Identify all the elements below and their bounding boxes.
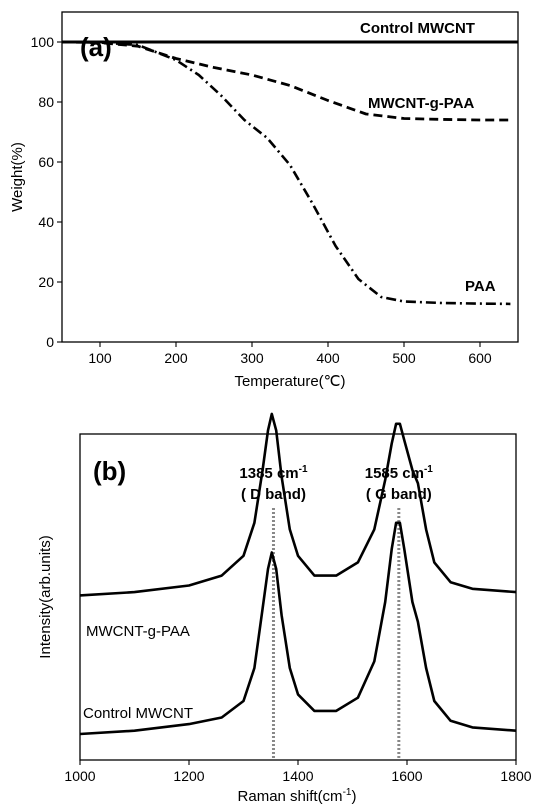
- raman-x-tick-label: 1200: [173, 768, 204, 784]
- tga-plot-frame: [61, 11, 519, 343]
- tga-y-tick-label: 60: [38, 154, 54, 170]
- raman-band-name: ( D band): [241, 486, 306, 503]
- tga-series: [61, 40, 518, 306]
- raman-x-ticks: 1000 1200 1400 1600 1800: [64, 760, 532, 784]
- tga-x-tick-label: 600: [468, 350, 492, 366]
- raman-series: [79, 412, 517, 736]
- tga-line-mwcnt-g-paa: [61, 40, 511, 122]
- tga-panel: 100 200 300 400 500 600 0 20 40 60 80 100 (a) Cont…: [9, 11, 519, 390]
- raman-x-tick-label: 1800: [500, 768, 531, 784]
- tga-label-mwcnt-g-paa: MWCNT-g-PAA: [368, 95, 475, 112]
- tga-x-ticks: 100 200 300 400 500 600: [88, 342, 492, 366]
- tga-y-tick-label: 0: [46, 334, 54, 350]
- tga-label-paa: PAA: [465, 278, 496, 295]
- tga-x-tick-label: 500: [392, 350, 416, 366]
- raman-x-axis-title: Raman shift(cm-1): [238, 787, 357, 805]
- tga-panel-tag: (a): [80, 32, 112, 62]
- raman-band-markers: 1385 cm-1( D band)1585 cm-1( G band): [239, 464, 433, 760]
- raman-y-axis-title: Intensity(arb.units): [37, 535, 54, 658]
- raman-x-axis-title-sup: -1: [343, 787, 352, 798]
- tga-x-tick-label: 400: [316, 350, 340, 366]
- raman-spectrum-control-mwcnt: [79, 521, 517, 736]
- tga-line-paa: [61, 40, 511, 306]
- raman-panel-tag: (b): [93, 456, 126, 486]
- tga-x-tick-label: 200: [164, 350, 188, 366]
- raman-band-wavenumber: 1385 cm-1: [239, 464, 308, 482]
- raman-band-wavenumber-value: 1585 cm: [365, 465, 424, 482]
- tga-y-tick-label: 100: [31, 34, 55, 50]
- tga-x-tick-label: 100: [88, 350, 112, 366]
- tga-y-tick-label: 80: [38, 94, 54, 110]
- raman-label-control-mwcnt: Control MWCNT: [83, 705, 193, 722]
- tga-y-tick-label: 40: [38, 214, 54, 230]
- raman-panel: 1000 1200 1400 1600 1800 1385 cm-1( D band)1…: [37, 412, 532, 805]
- raman-x-tick-label: 1600: [391, 768, 422, 784]
- tga-y-tick-label: 20: [38, 274, 54, 290]
- raman-band-wavenumber-sup: -1: [299, 464, 308, 475]
- raman-band-wavenumber-sup: -1: [424, 464, 433, 475]
- raman-label-mwcnt-g-paa: MWCNT-g-PAA: [86, 623, 190, 640]
- raman-band-wavenumber: 1585 cm-1: [365, 464, 434, 482]
- tga-label-control-mwcnt: Control MWCNT: [360, 20, 475, 37]
- tga-x-tick-label: 300: [240, 350, 264, 366]
- raman-x-axis-title-tail: ): [351, 788, 356, 805]
- tga-x-axis-title: Temperature(℃): [234, 373, 345, 390]
- tga-y-ticks: 0 20 40 60 80 100: [31, 34, 62, 350]
- raman-x-tick-label: 1000: [64, 768, 95, 784]
- raman-x-tick-label: 1400: [282, 768, 313, 784]
- raman-spectrum-mwcnt-g-paa: [79, 412, 517, 597]
- tga-y-axis-title: Weight(%): [9, 142, 26, 212]
- raman-x-axis-title-main: Raman shift(cm: [238, 788, 343, 805]
- raman-band-wavenumber-value: 1385 cm: [239, 465, 298, 482]
